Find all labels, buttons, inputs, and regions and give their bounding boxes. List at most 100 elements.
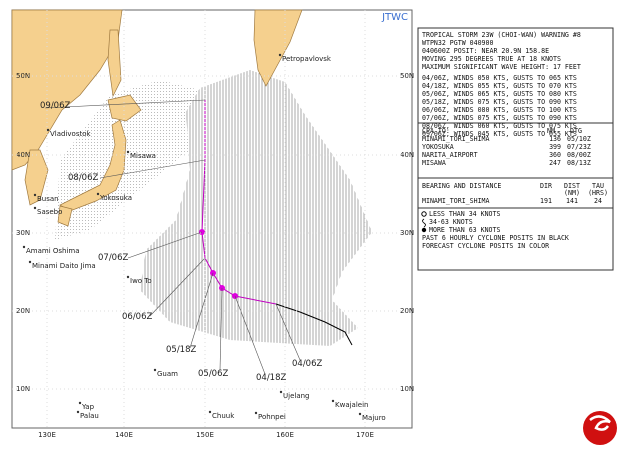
leader [99, 159, 206, 179]
track-label: 04/06Z [292, 359, 322, 369]
warning-line: MOVING 295 DEGREES TRUE AT 18 KNOTS [422, 55, 561, 63]
place-label: Yap [81, 403, 95, 411]
cpa-cell: 08/00Z [567, 151, 591, 159]
korea [24, 149, 49, 206]
legend-item: PAST 6 HOURLY CYCLONE POSITS IN BLACK [422, 234, 569, 242]
bearing-cell: 191 [540, 197, 552, 205]
place-label: Yokosuka [99, 194, 132, 202]
legend-symbol [421, 211, 427, 217]
place-label: Ujelang [283, 392, 310, 400]
bearing-unit: (NM) [564, 189, 580, 197]
place-marker [22, 245, 26, 249]
bearing-header: TAU [592, 182, 604, 190]
lat-label: 30N [16, 229, 30, 237]
track-label: 08/06Z [68, 173, 98, 183]
bearing-cell: 141 [566, 197, 578, 205]
kyushu [57, 205, 73, 227]
warning-line: MAXIMUM SIGNIFICANT WAVE HEIGHT: 17 FEET [422, 63, 581, 71]
cpa-header: CPA TO: [422, 127, 450, 135]
track-label: 06/06Z [122, 312, 152, 322]
past-track [275, 303, 353, 346]
place-label: Petropavlovsk [282, 55, 332, 63]
place-label: Busan [37, 195, 59, 203]
place-marker [208, 410, 212, 414]
track-label: 07/06Z [98, 253, 128, 263]
cpa-cell: 136 [549, 135, 561, 143]
source-label: JTWC [381, 12, 408, 23]
warning-line: 04/18Z, WINDS 055 KTS, GUSTS TO 070 KTS [422, 82, 577, 90]
bearing-header: DIST [564, 182, 580, 190]
lat-label: 10N [16, 385, 30, 393]
hokkaido [107, 94, 142, 122]
cpa-header: NM [547, 127, 555, 135]
bearing-header: DIR [540, 182, 552, 190]
place-marker [28, 260, 32, 264]
cpa-cell: 399 [549, 143, 561, 151]
place-marker [358, 412, 362, 416]
place-marker [126, 150, 130, 154]
place-marker [33, 193, 37, 197]
lat-label: 40N [400, 151, 414, 159]
logo-swirl [589, 415, 611, 431]
warning-line: 08/06Z, WINDS 060 KTS, GUSTS TO 075 KTS [422, 122, 577, 130]
bearing-cell: 24 [594, 197, 602, 205]
asia [11, 9, 123, 171]
warning-line: 06/06Z, WINDS 080 KTS, GUSTS TO 100 KTS [422, 106, 577, 114]
leader [219, 287, 223, 371]
warning-line: 04/06Z, WINDS 050 KTS, GUSTS TO 065 KTS [422, 74, 577, 82]
place-marker [76, 410, 80, 414]
lat-label: 20N [16, 307, 30, 315]
bearing-unit: (HRS) [588, 189, 608, 197]
kamchatka [253, 9, 303, 87]
track-label: 04/18Z [256, 373, 286, 383]
legend-panel [417, 207, 614, 271]
warning-line: 05/06Z, WINDS 065 KTS, GUSTS TO 080 KTS [422, 90, 577, 98]
jtwc-logo [583, 411, 617, 445]
warning-line: 040600Z POSIT: NEAR 20.9N 158.8E [422, 47, 549, 55]
track-label: 09/06Z [40, 101, 70, 111]
place-label: Guam [157, 370, 178, 378]
place-label: Majuro [362, 414, 386, 422]
bearing-header: BEARING AND DISTANCE [422, 182, 501, 190]
warning-line: 09/06Z, WINDS 045 KTS, GUSTS TO 055 KTS [422, 130, 577, 138]
cpa-cell: 08/13Z [567, 159, 591, 167]
place-marker [96, 192, 100, 196]
cpa-cell: YOKOSUKA [422, 143, 454, 151]
leader [127, 231, 203, 259]
warning-line: TROPICAL STORM 23W (CHOI-WAN) WARNING #8 [422, 31, 581, 39]
leader [149, 257, 206, 317]
label-leaders [44, 99, 301, 375]
land [11, 9, 303, 227]
legend-item: MORE THAN 63 KNOTS [429, 226, 500, 234]
legend-symbol [422, 218, 426, 228]
cpa-cell: NARITA_AIRPORT [422, 151, 478, 159]
place-marker [279, 390, 283, 394]
place-label: Pohnpei [258, 413, 286, 421]
cpa-cell: 360 [549, 151, 561, 159]
lon-label: 150E [196, 431, 214, 439]
place-label: Sasebo [37, 208, 62, 216]
leader [275, 303, 301, 361]
leader [189, 272, 214, 349]
place-marker [46, 128, 50, 132]
leader [44, 99, 206, 109]
track-label: 05/06Z [198, 369, 228, 379]
lon-label: 140E [115, 431, 133, 439]
place-label: Kwajalein [335, 401, 368, 409]
place-marker [254, 411, 258, 415]
warning-line: WTPN32 PGTW 040900 [422, 39, 493, 47]
legend-item: FORECAST CYCLONE POSITS IN COLOR [422, 242, 549, 250]
lat-label: 50N [16, 72, 30, 80]
place-label: Chuuk [212, 412, 235, 420]
lat-label: 10N [400, 385, 414, 393]
legend-item: 34-63 KNOTS [429, 218, 473, 226]
place-marker [331, 399, 335, 403]
legend-symbol [421, 227, 427, 233]
lon-label: 160E [276, 431, 294, 439]
place-label: Misawa [130, 152, 156, 160]
cpa-cell: MISAWA [422, 159, 446, 167]
lat-label: 20N [400, 307, 414, 315]
cpa-header: DTG [570, 127, 582, 135]
